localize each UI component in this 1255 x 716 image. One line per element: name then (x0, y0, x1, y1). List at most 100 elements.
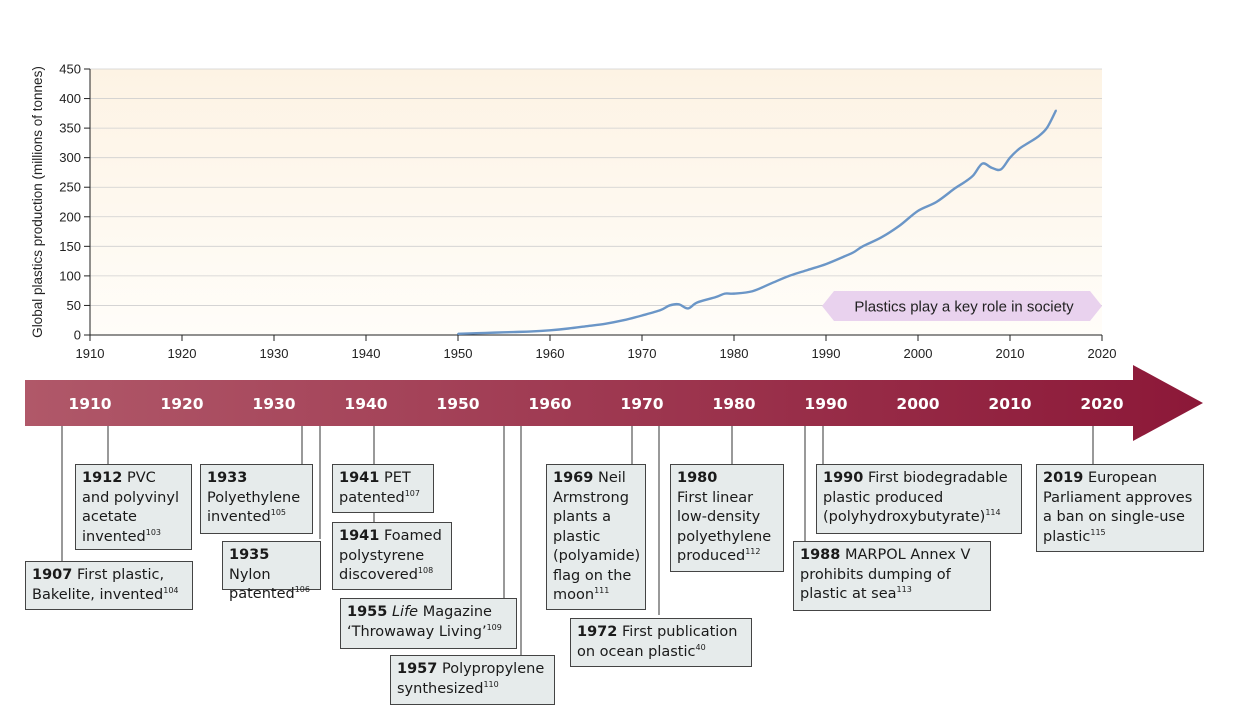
data-point (1055, 109, 1057, 112)
event-text: Parliament approves (1043, 489, 1193, 506)
x-tick-label: 1990 (812, 346, 841, 361)
data-point (843, 255, 846, 258)
event-year: 1980 (677, 470, 718, 486)
event-box-1935: 1935 Nylon patented106 (222, 541, 321, 602)
event-text: moon (553, 587, 595, 603)
event-box-1988: 1988 MARPOL Annex V prohibits dumping of p… (793, 541, 991, 611)
data-point (788, 274, 791, 277)
y-tick-label: 50 (67, 298, 81, 313)
x-tick-label: 2010 (996, 346, 1025, 361)
event-text: Neil (593, 470, 626, 486)
data-point (917, 209, 919, 212)
event-text: polystyrene (339, 547, 425, 564)
x-tick-label: 1950 (444, 346, 473, 361)
data-point (751, 290, 754, 293)
reference-number: 40 (695, 642, 706, 652)
event-text: invented (82, 528, 146, 545)
gridlines (90, 68, 1102, 306)
x-tick-label: 2020 (1088, 346, 1117, 361)
data-point (641, 314, 643, 317)
event-year: 1957 (397, 661, 438, 677)
reference-number: 107 (404, 488, 420, 498)
reference-number: 114 (985, 508, 1001, 518)
data-point (1027, 141, 1030, 144)
event-text: Nylon (229, 566, 271, 583)
data-point (530, 330, 533, 333)
timeline-year-2010: 2010 (988, 395, 1031, 413)
event-year: 1969 (553, 470, 594, 486)
data-point (512, 331, 515, 333)
x-tick-label: 1980 (720, 346, 749, 361)
data-point (861, 245, 864, 248)
data-point (677, 303, 680, 306)
y-tick-label: 400 (59, 91, 81, 106)
data-point (1018, 147, 1021, 150)
timeline-year-1960: 1960 (528, 395, 571, 413)
timeline-arrow (25, 365, 1203, 441)
event-text: flag on the (553, 567, 632, 584)
event-text: produced (677, 548, 746, 564)
event-text: MARPOL Annex V (840, 547, 971, 563)
timeline-year-1920: 1920 (160, 395, 203, 413)
annotation-text: Plastics play a key role in society (854, 299, 1074, 316)
x-axis: 1910 1920 1930 1940 1950 1960 1970 1980 1990 2000… (76, 334, 1117, 361)
series-points (457, 109, 1057, 335)
event-year: 1907 (32, 567, 73, 583)
y-tick-label: 150 (59, 239, 81, 254)
y-tick-label: 250 (59, 180, 81, 195)
data-point (723, 292, 726, 295)
data-point (990, 166, 993, 169)
timeline-year-1930: 1930 (252, 395, 295, 413)
reference-number: 105 (270, 508, 287, 518)
timeline-year-1980: 1980 (712, 395, 755, 413)
event-text: European (1083, 470, 1158, 486)
reference-number: 110 (483, 679, 499, 689)
event-text: Polypropylene (437, 661, 545, 677)
data-point (935, 201, 938, 203)
data-point (1045, 127, 1048, 130)
y-axis: 0 50 100 150 200 250 300 350 400 450 (59, 62, 91, 343)
event-text: patented (339, 489, 405, 506)
reference-number: 106 (294, 585, 310, 595)
event-year: 1990 (823, 470, 864, 486)
event-text: plastic (553, 528, 601, 545)
reference-number: 104 (163, 585, 179, 595)
event-year: 1941 (339, 470, 380, 486)
data-point (475, 332, 478, 335)
event-box-1912: 1912 PVC and polyvinyl acetate invented103 (75, 464, 192, 550)
data-point (852, 251, 855, 254)
event-year: 1988 (800, 547, 841, 563)
y-tick-label: 100 (59, 268, 81, 283)
y-tick-label: 0 (74, 328, 81, 343)
data-point (825, 263, 827, 265)
event-year: 1912 (82, 470, 123, 486)
event-text: Bakelite, invented (32, 586, 164, 603)
data-point (999, 168, 1002, 171)
event-text: PET (379, 470, 411, 486)
event-text: on ocean plastic (577, 643, 696, 660)
data-point (604, 322, 607, 325)
x-tick-label: 1970 (628, 346, 657, 361)
annotation-arrow (822, 291, 1102, 321)
x-tick-label: 1940 (352, 346, 381, 361)
y-axis-label: Global plastics production (millions of … (30, 66, 45, 338)
data-point (668, 304, 671, 307)
event-text: First publication (617, 624, 738, 640)
event-box-1933: 1933 Polyethylene invented105 (200, 464, 313, 534)
event-text: First biodegradable (863, 470, 1008, 486)
event-text: synthesized (397, 680, 484, 697)
reference-number: 111 (594, 586, 610, 596)
event-text: (polyamide) (553, 548, 641, 564)
timeline-year-2020: 2020 (1080, 395, 1123, 413)
event-box-1969: 1969 Neil Armstrong plants a plastic (polyam… (546, 464, 646, 610)
event-box-2019: 2019 European Parliament approves a ban on… (1036, 464, 1204, 552)
event-box-1972: 1972 First publication on ocean plastic40 (570, 618, 752, 667)
x-tick-label: 1910 (76, 346, 105, 361)
event-year: 1941 (339, 528, 380, 544)
data-point (1036, 136, 1039, 138)
data-point (567, 327, 570, 330)
data-point (769, 282, 772, 285)
data-point (806, 269, 809, 271)
event-year: 1933 (207, 470, 248, 486)
data-point (549, 329, 551, 332)
